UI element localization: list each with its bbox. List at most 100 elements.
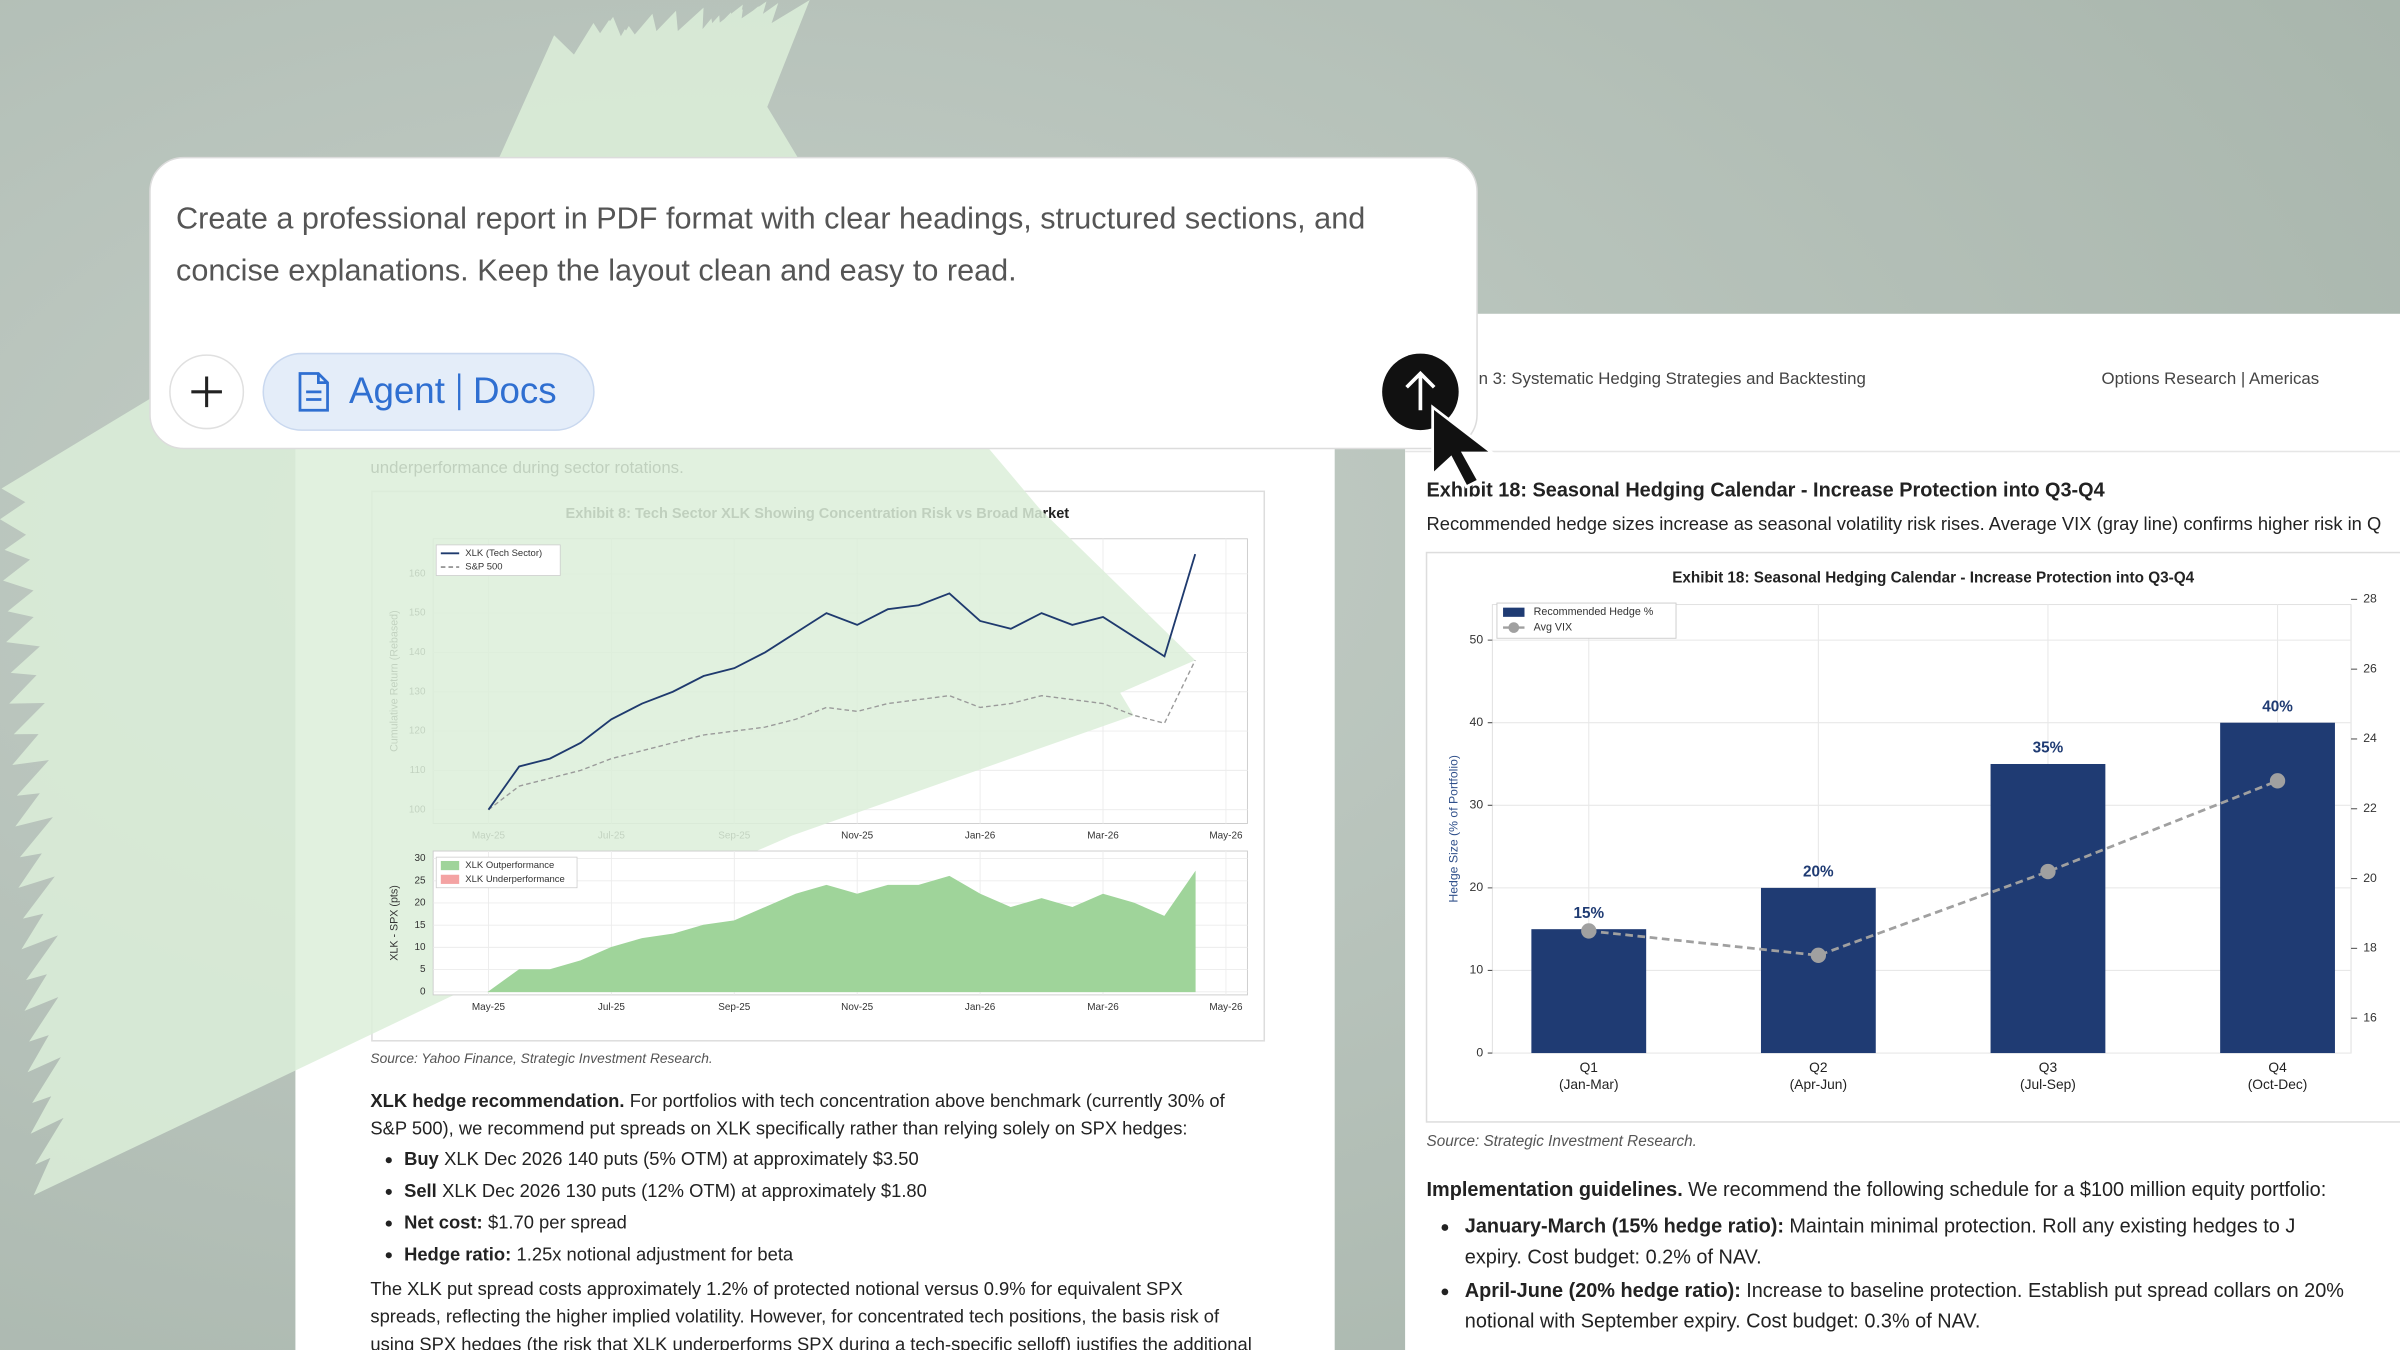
paragraph-line: XLK hedge recommendation. For portfolios … xyxy=(370,1090,1225,1111)
y-tick-label: 20 xyxy=(1470,880,1484,894)
x-tick-label: Sep-25 xyxy=(718,1002,751,1013)
text-run: XLK Dec 2026 140 puts (5% OTM) at approx… xyxy=(444,1148,919,1169)
legend-swatch xyxy=(440,860,460,871)
plus-icon xyxy=(191,376,222,408)
chip-tool: Docs xyxy=(473,370,557,411)
prompt-box: Create a professional report in PDF form… xyxy=(149,156,1478,450)
bold-run: Hedge ratio: xyxy=(404,1243,511,1264)
bullet-item: Net cost: $1.70 per spread xyxy=(404,1211,627,1232)
text-run: Maintain minimal protection. Roll any ex… xyxy=(1789,1216,2295,1238)
x-tick-label: Jul-25 xyxy=(598,1002,626,1013)
page-header: n 3: Systematic Hedging Strategies and B… xyxy=(1479,369,1866,388)
y-axis-label: XLK - SPX (pts) xyxy=(389,885,401,961)
y-tick-label: 5 xyxy=(420,964,426,975)
bar xyxy=(1531,929,1647,1054)
bar xyxy=(1760,887,1876,1054)
chip-background[interactable] xyxy=(262,352,595,431)
bullet-dot xyxy=(385,1157,392,1164)
prompt-text: Create a professional report in PDF form… xyxy=(176,202,1365,236)
bold-run: Net cost: xyxy=(404,1211,483,1232)
x-tick-sublabel: (Oct-Dec) xyxy=(2248,1077,2308,1092)
bullet-item: January-March (15% hedge ratio): Maintain… xyxy=(1465,1216,2296,1238)
bullet-continuation: notional with September expiry. Cost bud… xyxy=(1465,1311,1981,1333)
text-run: We recommend the following schedule for … xyxy=(1688,1179,2326,1201)
x-tick-label: Nov-25 xyxy=(841,1002,874,1013)
bar xyxy=(2220,722,2335,1054)
x-tick-label: Mar-26 xyxy=(1087,830,1119,841)
vix-point xyxy=(2040,863,2056,880)
chart-title: Exhibit 18: Seasonal Hedging Calendar - … xyxy=(1672,570,2194,587)
paragraph-line: spreads, reflecting the higher implied v… xyxy=(370,1306,1220,1327)
legend-label: Recommended Hedge % xyxy=(1534,606,1654,618)
y-tick-label: 0 xyxy=(1476,1045,1483,1059)
x-tick-label: Mar-26 xyxy=(1087,1002,1119,1013)
value-label: 20% xyxy=(1803,864,1834,881)
legend-box xyxy=(435,856,578,889)
bold-run: April-June (20% hedge ratio): xyxy=(1465,1280,1741,1302)
bullet-item: Hedge ratio: 1.25x notional adjustment fo… xyxy=(404,1243,794,1264)
x-tick-label: Q3 xyxy=(2039,1060,2058,1075)
x-tick-label: Nov-25 xyxy=(841,830,874,841)
legend-label: S&P 500 xyxy=(465,562,502,573)
legend-swatch xyxy=(1503,607,1525,617)
x-tick-label: Jan-26 xyxy=(965,830,996,841)
legend-label: XLK (Tech Sector) xyxy=(465,548,542,559)
y-tick-label: 50 xyxy=(1470,632,1484,646)
y-tick-label: 30 xyxy=(1470,798,1484,812)
add-button[interactable] xyxy=(169,354,245,430)
legend-box xyxy=(1496,602,1677,639)
exhibit-subtitle: Recommended hedge sizes increase as seas… xyxy=(1427,513,2382,534)
bullet-dot xyxy=(385,1188,392,1195)
x-tick-label: Q2 xyxy=(1809,1060,1827,1075)
bold-run: January-March (15% hedge ratio): xyxy=(1465,1216,1784,1238)
figure-source: Source: Yahoo Finance, Strategic Investm… xyxy=(370,1051,712,1066)
mouse-cursor xyxy=(1431,404,1497,489)
page-header: Options Research | Americas xyxy=(2102,369,2320,388)
data-area xyxy=(487,870,1196,993)
legend-box xyxy=(435,544,561,576)
figure-source: Source: Strategic Investment Research. xyxy=(1427,1133,1697,1150)
x-tick-label: Jan-26 xyxy=(965,1002,996,1013)
y-tick-label: 10 xyxy=(1470,963,1484,977)
bullet-dot xyxy=(1441,1224,1449,1231)
legend-label: XLK Outperformance xyxy=(465,860,554,871)
bullet-item: Sell XLK Dec 2026 130 puts (12% OTM) at a… xyxy=(404,1180,927,1201)
exhibit-title: Exhibit 18: Seasonal Hedging Calendar - … xyxy=(1427,480,2105,502)
right-page-content: n 3: Systematic Hedging Strategies and B… xyxy=(1405,369,2400,1333)
y2-tick-label: 20 xyxy=(2363,871,2377,885)
y2-tick-label: 22 xyxy=(2363,801,2377,815)
x-tick-label: Q1 xyxy=(1580,1060,1598,1075)
paragraph-line: S&P 500), we recommend put spreads on XL… xyxy=(370,1117,1187,1138)
text-run: XLK Dec 2026 130 puts (12% OTM) at appro… xyxy=(442,1180,927,1201)
spread-fill xyxy=(0,0,1196,1196)
data-line xyxy=(488,659,1196,811)
text-run: For portfolios with tech concentration a… xyxy=(630,1090,1226,1111)
doc-icon xyxy=(298,372,329,412)
x-tick-sublabel: (Jul-Sep) xyxy=(2020,1077,2076,1092)
bold-run: Implementation guidelines. xyxy=(1427,1179,1683,1201)
legend-swatch xyxy=(440,874,460,884)
agent-docs-chip[interactable]: Agent Docs xyxy=(262,352,595,431)
y-tick-label: 15 xyxy=(414,920,426,931)
paragraph-line: Implementation guidelines. We recommend t… xyxy=(1427,1179,2327,1201)
bar xyxy=(1990,763,2106,1054)
y2-tick-label: 26 xyxy=(2363,661,2377,675)
y-tick-label: 40 xyxy=(1470,715,1484,729)
bullet-continuation: expiry. Cost budget: 0.2% of NAV. xyxy=(1465,1246,1762,1268)
y-tick-label: 10 xyxy=(414,942,426,953)
y2-tick-label: 18 xyxy=(2363,941,2377,955)
bold-run: Buy xyxy=(404,1148,439,1169)
prompt-text: concise explanations. Keep the layout cl… xyxy=(176,254,1017,288)
y-axis-label: Hedge Size (% of Portfolio) xyxy=(1446,755,1460,903)
vix-point xyxy=(2269,773,2286,789)
bullet-item: Buy XLK Dec 2026 140 puts (5% OTM) at app… xyxy=(404,1148,919,1169)
legend-label: Avg VIX xyxy=(1534,621,1572,633)
vix-line xyxy=(1588,779,2279,957)
value-label: 40% xyxy=(2262,698,2293,715)
vix-point xyxy=(1810,947,1827,963)
x-tick-sublabel: (Apr-Jun) xyxy=(1790,1077,1847,1092)
x-tick-label: May-26 xyxy=(1209,830,1243,841)
text-run: Increase to baseline protection. Establi… xyxy=(1746,1280,2344,1302)
y2-tick-label: 24 xyxy=(2363,731,2377,745)
